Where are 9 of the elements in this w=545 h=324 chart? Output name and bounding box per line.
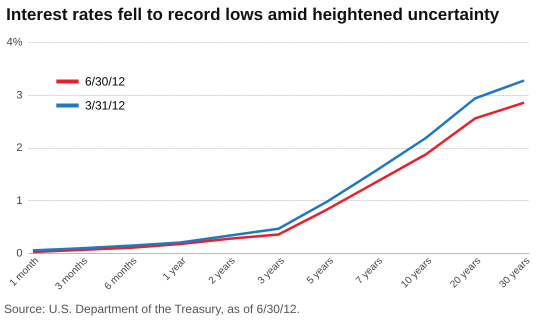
legend-label: 3/31/12 [85, 98, 126, 112]
chart-title: Interest rates fell to record lows amid heightened uncertainty [6, 5, 500, 24]
source-note: Source: U.S. Department of the Treasury, as of 6/30/12. [4, 302, 300, 316]
legend-label: 6/30/12 [85, 74, 126, 88]
y-tick-label: 0 [16, 248, 22, 260]
y-tick-label: 1 [16, 194, 22, 207]
y-tick-label: 2 [16, 142, 22, 154]
y-tick-label: 4% [6, 36, 23, 48]
y-tick-label: 3 [16, 89, 22, 102]
